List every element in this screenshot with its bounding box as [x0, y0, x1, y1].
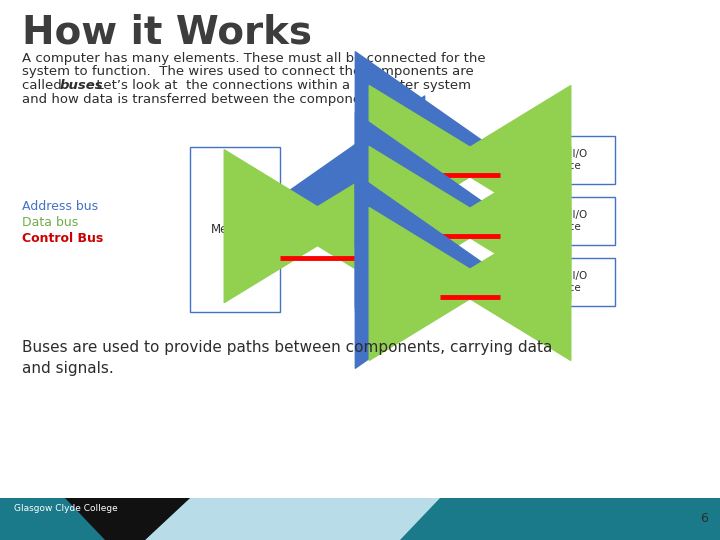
Text: called: called [22, 79, 66, 92]
Text: Glasgow Clyde College: Glasgow Clyde College [14, 504, 118, 513]
Bar [500, 197, 615, 245]
Polygon shape [65, 498, 190, 540]
Text: Memory: Memory [211, 223, 259, 236]
Bar [500, 136, 615, 184]
Text: . Let’s look at  the connections within a computer system: . Let’s look at the connections within a… [88, 79, 471, 92]
Bar [0, 330, 720, 430]
Text: buses: buses [60, 79, 104, 92]
Text: Buses are used to provide paths between components, carrying data
and signals.: Buses are used to provide paths between … [22, 340, 552, 376]
Text: 6: 6 [700, 512, 708, 525]
Text: CPU: CPU [386, 223, 410, 236]
Text: A computer has many elements. These must all be connected for the: A computer has many elements. These must… [22, 52, 485, 65]
Bar [355, 147, 440, 312]
Text: Device3 I/O
Interface: Device3 I/O Interface [527, 271, 588, 293]
Polygon shape [145, 498, 440, 540]
Bar [500, 258, 615, 306]
Text: Address bus: Address bus [22, 200, 98, 213]
Text: Device2 I/O
Interface: Device2 I/O Interface [527, 210, 588, 232]
Text: Control Bus: Control Bus [22, 232, 103, 245]
Bar [0, 498, 720, 540]
Text: How it Works: How it Works [22, 13, 312, 51]
Text: and how data is transferred between the components.: and how data is transferred between the … [22, 92, 386, 105]
Bar [190, 147, 280, 312]
Text: Data bus: Data bus [22, 216, 78, 229]
Text: Device1 I/O
Interface: Device1 I/O Interface [527, 149, 588, 171]
Text: system to function.  The wires used to connect the components are: system to function. The wires used to co… [22, 65, 474, 78]
Bar [0, 426, 720, 498]
